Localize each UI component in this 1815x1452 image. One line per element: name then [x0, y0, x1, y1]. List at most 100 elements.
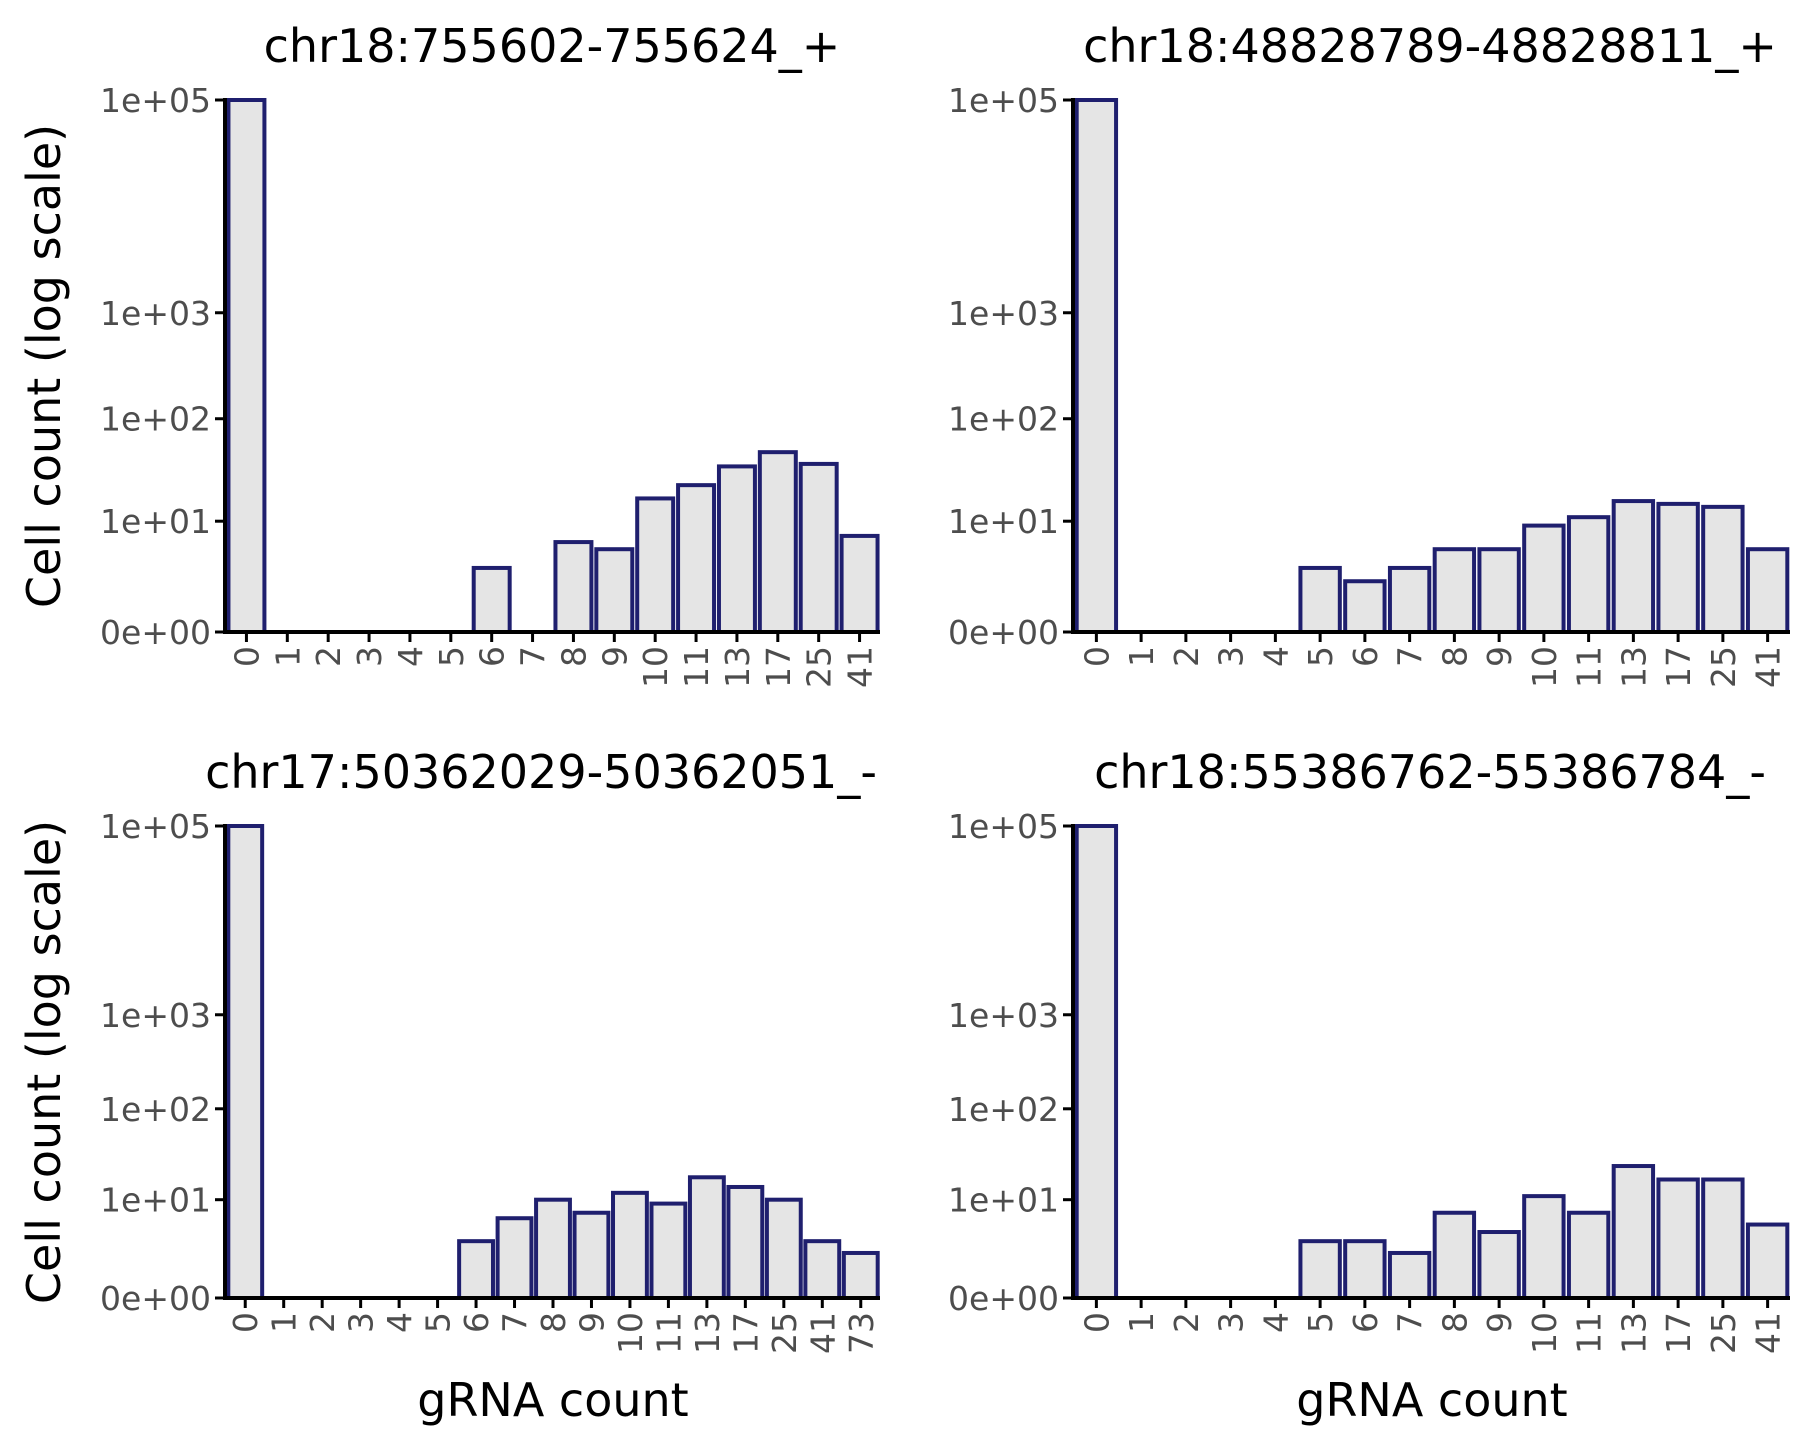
x-tick-label: 2	[303, 1312, 342, 1333]
bar-10	[1522, 1194, 1566, 1300]
x-tick-label: 25	[800, 646, 839, 688]
x-tick-label: 11	[677, 646, 716, 688]
x-tick-label: 3	[1212, 1312, 1251, 1333]
y-tick-label: 1e+05	[948, 81, 1059, 120]
x-axis-title: gRNA count	[417, 1373, 688, 1427]
x-tick-label: 11	[649, 1312, 688, 1354]
bar-6	[1343, 1239, 1387, 1300]
x-tick-label: 8	[1435, 646, 1474, 667]
bar-13	[1611, 499, 1656, 634]
bar-41	[803, 1239, 842, 1300]
bar-17	[1656, 501, 1700, 634]
x-tick-label: 1	[1122, 1312, 1161, 1333]
x-tick-label: 17	[726, 1312, 765, 1354]
bar-6	[457, 1239, 495, 1300]
bar-9	[594, 547, 635, 634]
bar-0	[226, 824, 265, 1300]
bar-25	[1701, 1177, 1745, 1300]
bar-17	[726, 1184, 765, 1300]
x-tick-label: 13	[1614, 1312, 1653, 1354]
y-axis-title: Cell count (log scale)	[17, 820, 71, 1304]
bar-25	[798, 461, 839, 634]
chart-panel-3: chr17:50362029-50362051_- 1e+05 1e+03 1e+02…	[17, 745, 881, 1427]
panel-title: chr17:50362029-50362051_-	[205, 745, 877, 799]
x-tick-label: 3	[1212, 646, 1251, 667]
x-tick-label: 17	[1659, 1312, 1698, 1354]
x-tick-label: 7	[1391, 646, 1430, 667]
y-tick-label: 1e+05	[948, 807, 1059, 846]
bar-9	[1477, 1230, 1521, 1301]
x-tick-label: 41	[1749, 1312, 1788, 1354]
panel-title: chr18:55386762-55386784_-	[1094, 745, 1766, 799]
x-tick-label: 73	[842, 1312, 881, 1354]
bar-11	[649, 1201, 688, 1301]
bar-25	[1701, 504, 1745, 635]
x-tick-label: 41	[841, 646, 880, 688]
bar-13	[716, 464, 757, 634]
y-tick-label: 1e+02	[948, 1090, 1059, 1129]
x-tick-label: 2	[1167, 646, 1206, 667]
x-tick-label: 4	[391, 646, 430, 667]
x-tick-label: 6	[457, 1312, 496, 1333]
y-tick-label: 0e+00	[100, 1279, 211, 1318]
bar-17	[757, 450, 798, 634]
chart-panel-1: chr18:755602-755624_+ 1e+05 1e+03 1e+02 1e+0…	[17, 19, 880, 688]
chart-panel-4: chr18:55386762-55386784_- 1e+05 1e+03 1e+02…	[948, 745, 1790, 1427]
bar-9	[572, 1210, 611, 1301]
y-tick-label: 1e+05	[100, 807, 211, 846]
x-tick-label: 5	[1301, 646, 1340, 667]
x-tick-label: 41	[803, 1312, 842, 1354]
bar-41	[1745, 547, 1790, 634]
bar-41	[839, 533, 880, 635]
x-tick-label: 10	[1525, 1312, 1564, 1354]
x-tick-label: 8	[554, 646, 593, 667]
x-tick-label: 10	[1525, 646, 1564, 688]
x-tick-label: 8	[1435, 1312, 1474, 1333]
x-tick-label: 1	[268, 646, 307, 667]
bar-8	[1432, 1210, 1477, 1301]
x-tick-label: 7	[514, 646, 553, 667]
y-tick-label: 1e+03	[100, 294, 211, 333]
x-tick-label: 3	[350, 646, 389, 667]
bar-5	[1298, 1239, 1342, 1300]
bar-10	[611, 1190, 649, 1301]
y-tick-label: 0e+00	[948, 1279, 1059, 1318]
panel-title: chr18:755602-755624_+	[264, 19, 841, 73]
bar-7	[1387, 1250, 1432, 1301]
x-tick-label: 4	[1256, 1312, 1295, 1333]
bar-6	[1343, 579, 1387, 634]
y-tick-label: 1e+02	[100, 1090, 211, 1129]
y-tick-label: 1e+05	[100, 81, 211, 120]
bar-0	[1074, 824, 1119, 1300]
bar-8	[553, 540, 594, 635]
x-tick-label: 5	[1301, 1312, 1340, 1333]
panel-title: chr18:48828789-48828811_+	[1083, 19, 1777, 73]
x-tick-label: 9	[1480, 1312, 1519, 1333]
y-tick-label: 0e+00	[948, 613, 1059, 652]
bar-13	[687, 1175, 726, 1300]
bar-25	[764, 1197, 803, 1301]
bar-10	[635, 496, 676, 634]
bar-11	[1566, 1210, 1611, 1301]
x-tick-label: 41	[1749, 646, 1788, 688]
x-tick-label: 2	[1167, 1312, 1206, 1333]
y-tick-label: 1e+03	[948, 996, 1059, 1035]
x-tick-label: 11	[1570, 646, 1609, 688]
bar-8	[534, 1197, 572, 1301]
x-tick-label: 25	[1704, 1312, 1743, 1354]
x-tick-label: 17	[1659, 646, 1698, 688]
bar-0	[1074, 98, 1119, 634]
chart-panel-2: chr18:48828789-48828811_+ 1e+05 1e+03 1e+02…	[948, 19, 1790, 688]
bar-10	[1522, 523, 1566, 635]
x-tick-label: 0	[226, 1312, 265, 1333]
x-tick-label: 0	[1077, 646, 1116, 667]
x-tick-label: 4	[1256, 646, 1295, 667]
x-tick-label: 13	[688, 1312, 727, 1354]
bar-0	[226, 98, 267, 634]
y-tick-label: 1e+02	[100, 400, 211, 439]
x-tick-label: 7	[1391, 1312, 1430, 1333]
x-tick-label: 1	[1122, 646, 1161, 667]
bar-11	[676, 483, 717, 635]
x-tick-label: 9	[1480, 646, 1519, 667]
